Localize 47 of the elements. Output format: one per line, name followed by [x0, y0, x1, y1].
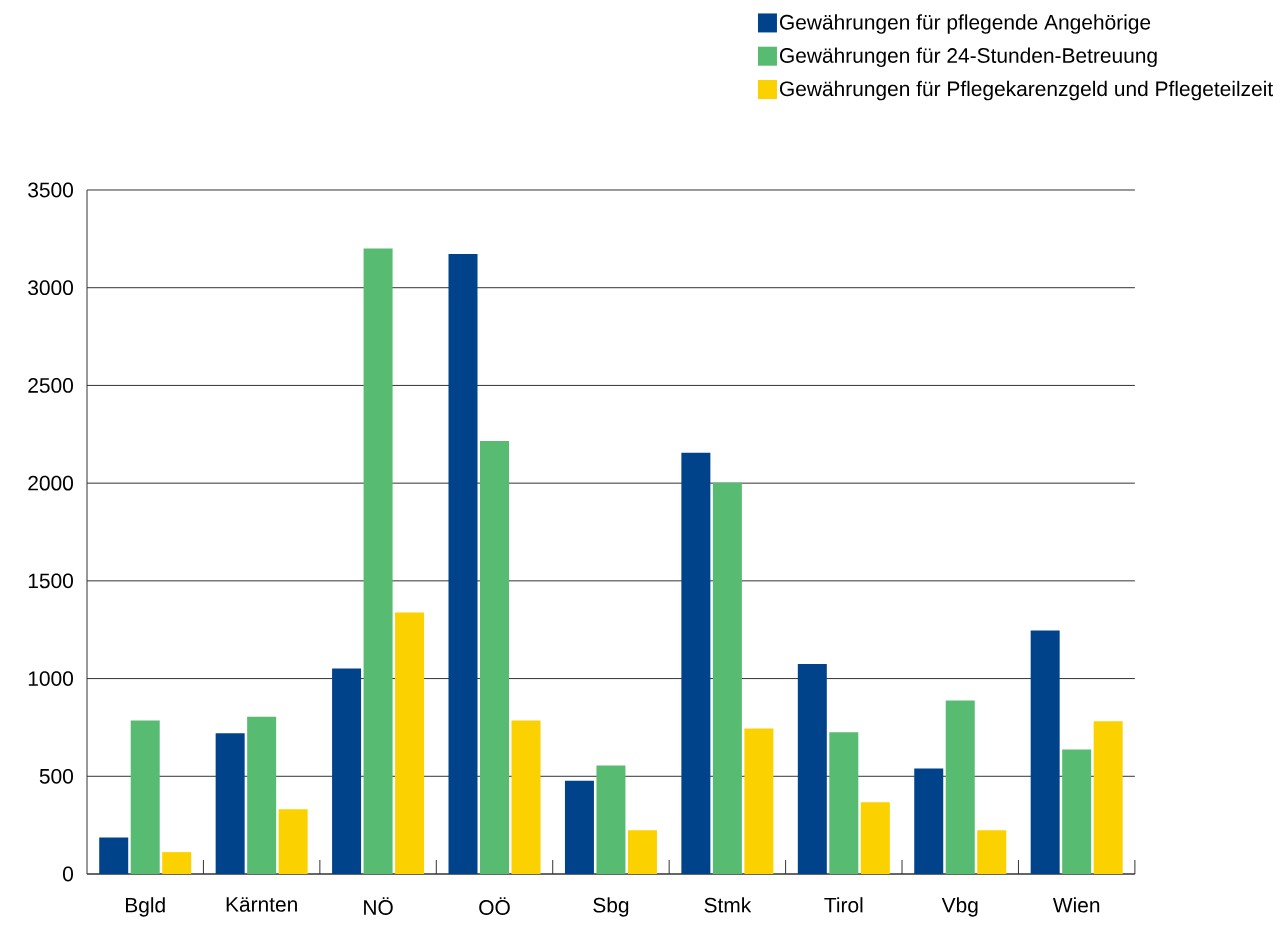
bar [797, 663, 827, 874]
x-tick-label: NÖ [364, 897, 393, 915]
x-tick-label: Stmk [704, 897, 752, 913]
bar [448, 253, 478, 874]
legend-label: Gewährungen für 24-Stunden-Betreuung [780, 47, 1157, 68]
bar [596, 765, 626, 874]
legend-label: Gewährungen für Pflegekarenzgeld und Pflegeteilzeit [780, 80, 1273, 101]
bar [162, 852, 192, 874]
x-tick-label: OÖ [479, 897, 510, 915]
bar [627, 830, 657, 874]
x-tick-label: Kärnten [226, 897, 297, 912]
x-tick-label: Sbg [593, 897, 629, 917]
bar [977, 830, 1007, 874]
y-tick-label: 3500 [28, 182, 73, 198]
bar [99, 837, 129, 874]
bar [511, 720, 541, 874]
bar [681, 452, 711, 874]
bar [363, 248, 393, 874]
x-tick-label: Wien [1052, 897, 1100, 913]
legend-label: Gewährungen für pflegende Angehörige [780, 14, 1151, 34]
bar [332, 668, 362, 874]
bar [564, 780, 594, 874]
y-tick-label: 1000 [28, 671, 73, 686]
y-tick-label: 3000 [28, 280, 73, 296]
bar [1030, 630, 1060, 874]
bar [1093, 721, 1123, 874]
y-tick-label: 2000 [28, 475, 73, 491]
bar [860, 802, 890, 874]
y-tick-label: 1500 [28, 573, 73, 589]
y-tick-label: 0 [63, 866, 74, 882]
bar [744, 728, 774, 874]
bar [480, 440, 510, 874]
bar [712, 482, 742, 874]
bar [247, 716, 277, 874]
bar [1062, 749, 1092, 874]
bar [395, 612, 425, 874]
bar [278, 809, 308, 874]
bar [215, 733, 245, 874]
y-tick-label: 500 [39, 768, 73, 784]
bar [829, 732, 859, 874]
y-tick-label: 2500 [28, 378, 73, 393]
bar [130, 720, 160, 874]
x-tick-label: Vbg [941, 897, 978, 917]
bar [914, 768, 944, 874]
x-tick-label: Tirol [824, 897, 863, 913]
bar [945, 700, 975, 874]
x-tick-label: Bgld [126, 897, 165, 917]
